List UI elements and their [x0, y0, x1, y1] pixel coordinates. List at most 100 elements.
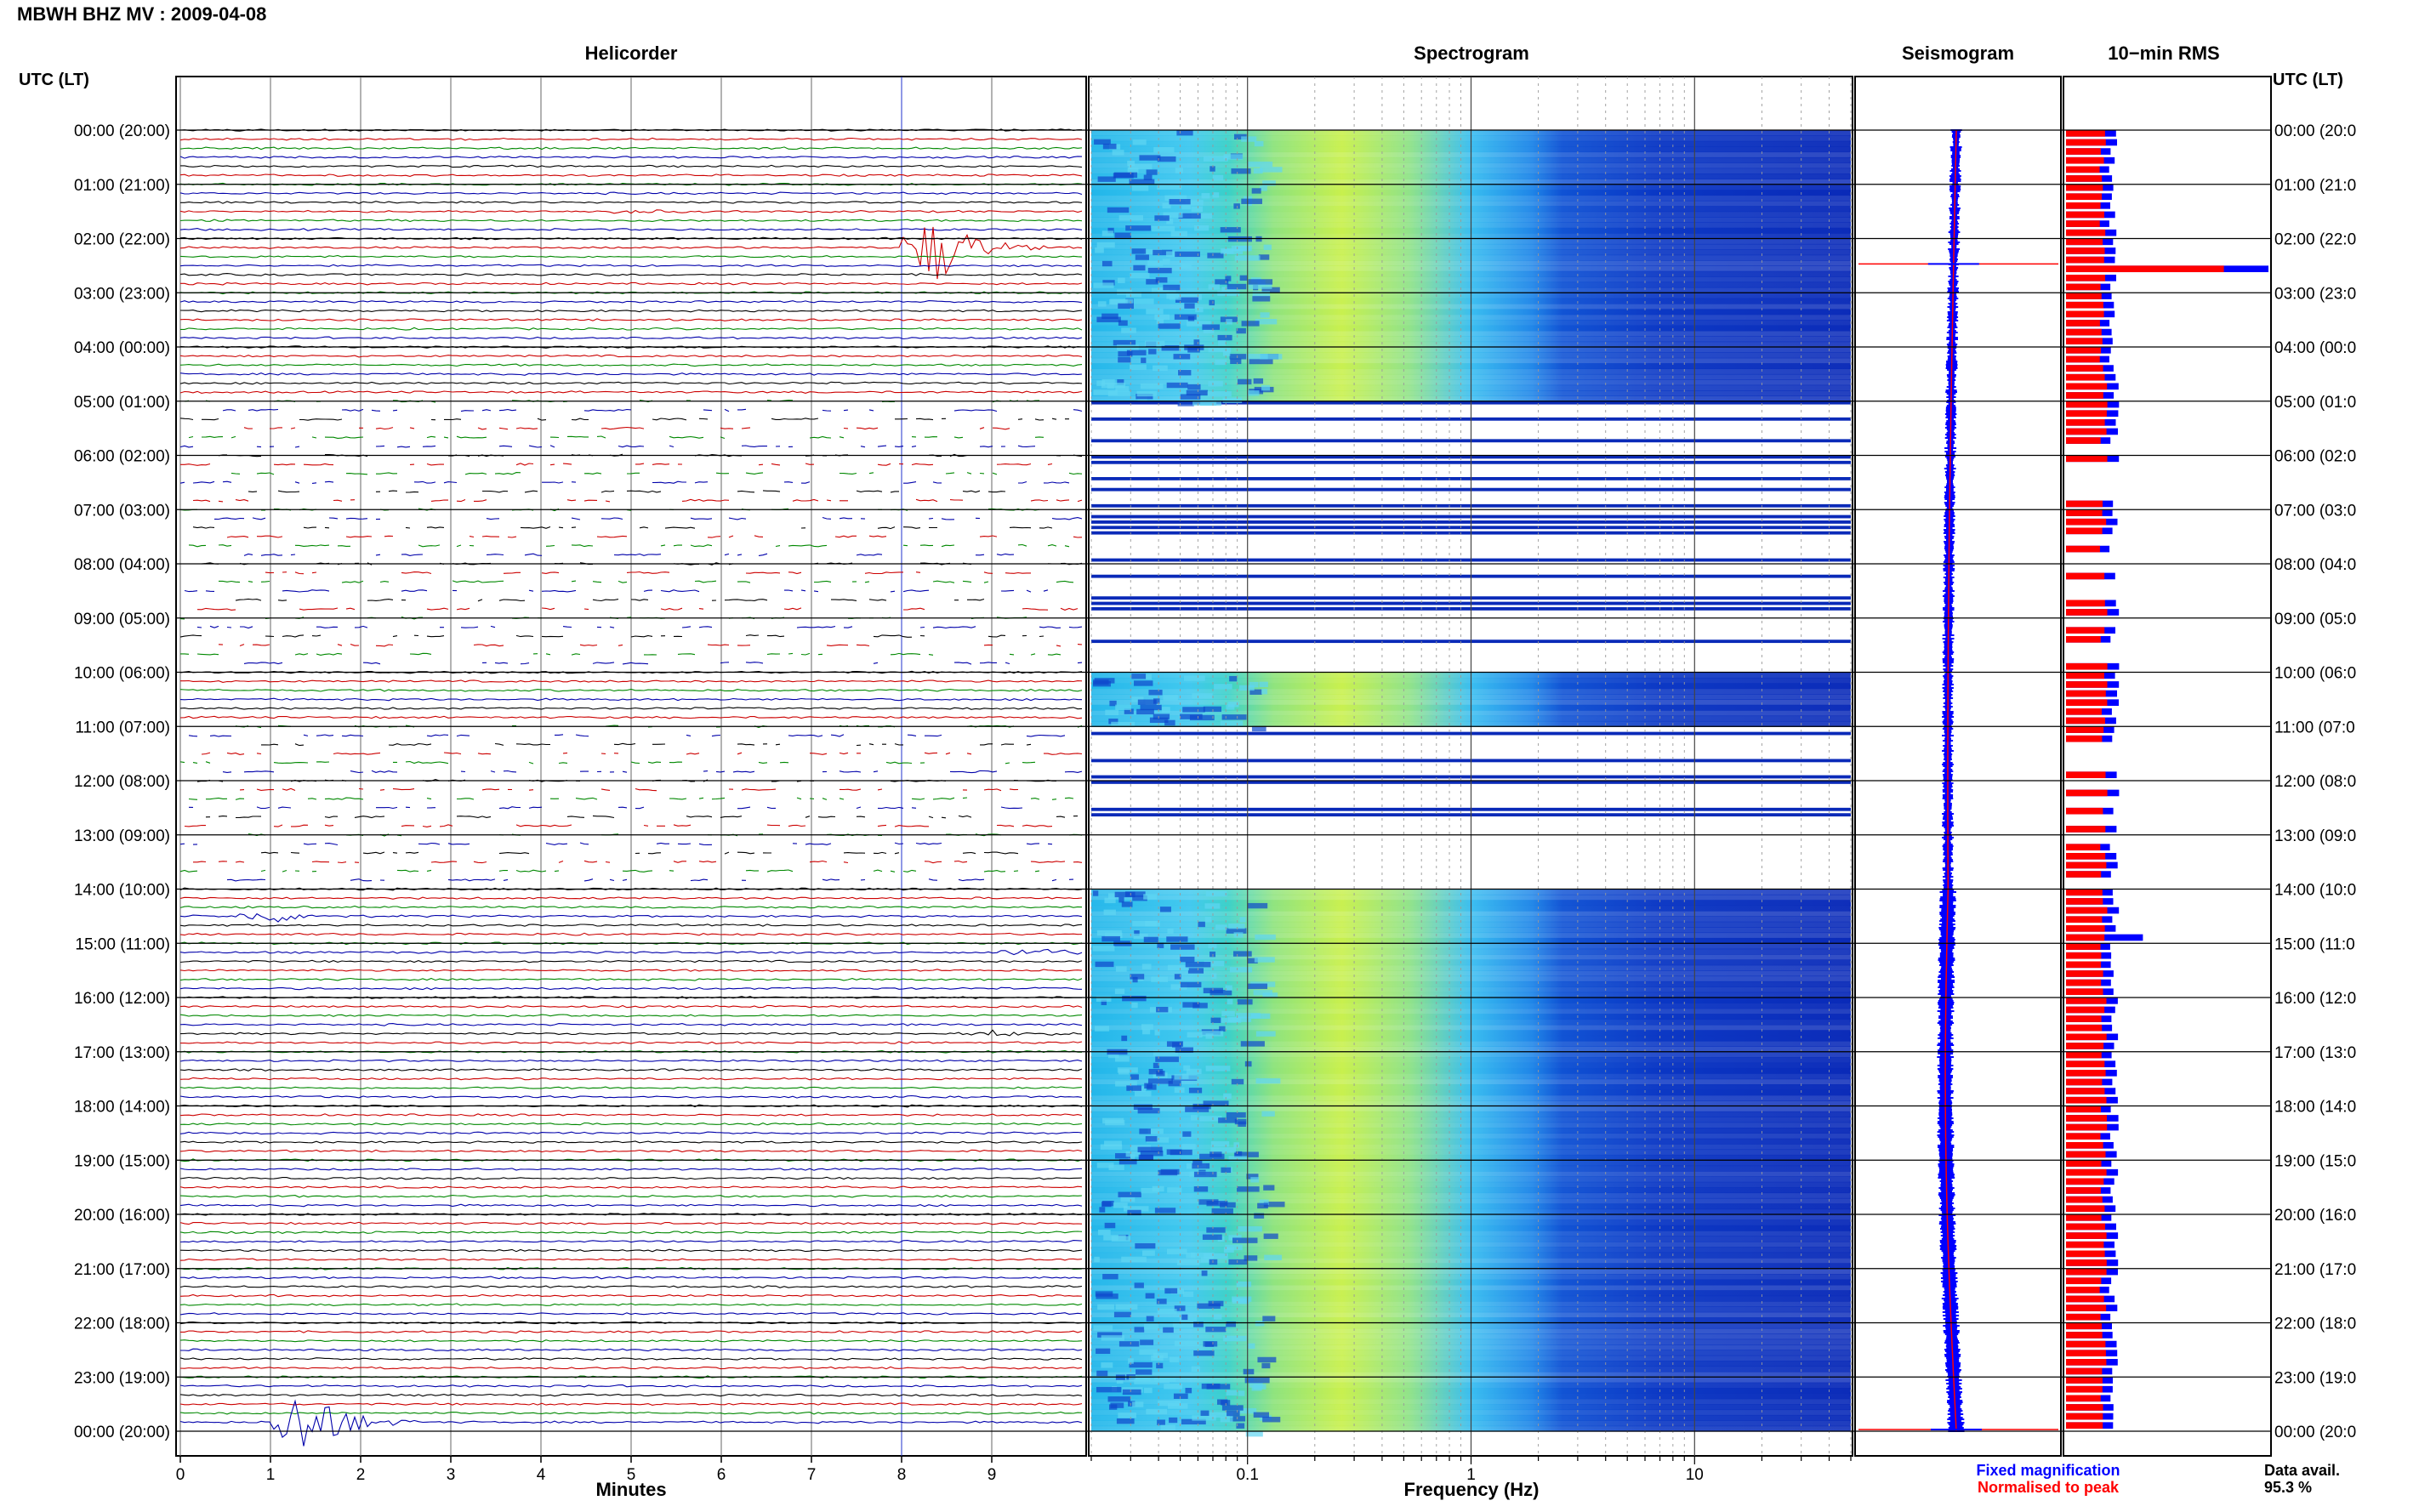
spectrogram-cell	[1203, 1100, 1229, 1106]
rms-bar-normalised	[2066, 627, 2105, 634]
spectrogram-cell	[1261, 1111, 1275, 1117]
spectrogram-cell	[1260, 312, 1270, 318]
helicorder-trace	[179, 1399, 1083, 1447]
helicorder-trace	[179, 1168, 1083, 1171]
helicorder-trace	[179, 715, 1083, 719]
helicorder-trace	[179, 1293, 1083, 1298]
spectrogram-cell	[1157, 184, 1182, 190]
spectrogram-cell	[1192, 1003, 1208, 1009]
helicorder-minute-label: 1	[266, 1466, 276, 1484]
utc-label-right: UTC (LT)	[2273, 71, 2343, 89]
spectrogram-cell	[1214, 684, 1232, 690]
helicorder-trace	[205, 815, 1079, 819]
time-label-left: 05:00 (01:00)	[74, 394, 170, 412]
helicorder-trace	[179, 226, 1083, 280]
helicorder-trace	[179, 309, 1083, 313]
spectrogram-cell	[1252, 296, 1271, 302]
helicorder-minute-label: 9	[988, 1466, 997, 1484]
spectrogram-cell	[1147, 1084, 1157, 1090]
rms-bar-normalised	[2066, 220, 2100, 227]
rms-bar-normalised	[2066, 545, 2100, 553]
spectrogram-cell	[1108, 719, 1118, 725]
helicorder-trace	[179, 924, 1083, 927]
spectrogram-cell	[1208, 284, 1221, 290]
spectrogram-cell	[1104, 1222, 1116, 1229]
time-label-right: 23:00 (19:0	[2274, 1369, 2356, 1387]
rms-bar-normalised	[2066, 699, 2108, 707]
spectrogram-cell	[1170, 230, 1187, 237]
spectrogram-cell	[1093, 681, 1111, 687]
spectrogram-cell	[1235, 1151, 1243, 1157]
spectrogram-cell	[1247, 958, 1258, 963]
rms-bar-normalised	[2066, 681, 2108, 688]
helicorder-trace	[179, 1131, 1083, 1135]
spectrogram-cell	[1236, 1281, 1252, 1287]
spectrogram-cell	[1118, 277, 1125, 283]
rms-bar-normalised	[2066, 970, 2103, 977]
spectrogram-cell	[1232, 951, 1252, 957]
spectrogram-cell	[1161, 345, 1180, 351]
spectrogram-cell	[1129, 1375, 1151, 1382]
spectrogram-cell	[1257, 1202, 1268, 1209]
spectrogram-cell	[1223, 1247, 1234, 1253]
rms-bar-normalised	[2066, 1070, 2106, 1077]
spectrogram-cell	[1114, 1153, 1131, 1159]
rms-bar-normalised	[2066, 1168, 2107, 1176]
helicorder-trace	[179, 363, 1083, 367]
spectrogram-cell	[1115, 386, 1130, 392]
spectrogram-cell	[1233, 1142, 1239, 1148]
rms-bar-normalised	[2066, 1051, 2102, 1059]
spectrogram-cell	[1166, 936, 1188, 942]
spectrogram-cell	[1170, 944, 1195, 950]
spectrogram-cell	[1125, 1151, 1140, 1157]
spectrogram-cell	[1249, 358, 1273, 365]
rms-bar-normalised	[2066, 726, 2104, 733]
spectrogram-cell	[1146, 1408, 1168, 1415]
spectrogram-cell	[1186, 1068, 1202, 1075]
spectrogram-cell	[1184, 675, 1205, 681]
spectrogram-freq-label: 10	[1686, 1466, 1704, 1484]
spectrogram-cell	[1192, 1162, 1210, 1169]
spectrogram-cell	[1205, 890, 1227, 897]
time-label-right: 00:00 (20:0	[2274, 122, 2356, 140]
spectrogram-cell	[1124, 1206, 1149, 1212]
spectrogram-cell	[1225, 985, 1232, 991]
spectrogram-cell	[1127, 1209, 1141, 1216]
spectrogram-cell	[1259, 1199, 1269, 1205]
rms-bar-normalised	[2066, 844, 2101, 851]
rms-bar-normalised	[2066, 419, 2105, 426]
spectrogram-cell	[1127, 161, 1136, 167]
rms-bar-normalised	[2066, 310, 2104, 318]
spectrogram-cell	[1243, 1368, 1255, 1375]
spectrogram-cell	[1233, 932, 1244, 938]
spectrogram-cell	[1181, 1267, 1200, 1274]
spectrogram-cell	[1096, 996, 1112, 1002]
time-label-left: 17:00 (13:00)	[74, 1044, 170, 1062]
spectrogram-cell	[1191, 206, 1204, 212]
spectrogram-cell	[1118, 303, 1135, 310]
rms-bar-normalised	[2066, 500, 2103, 508]
spectrogram-cell	[1187, 968, 1204, 974]
spectrogram-cell	[1217, 334, 1232, 341]
helicorder-trace	[188, 543, 1070, 548]
helicorder-trace	[179, 1122, 1083, 1126]
spectrogram-cell	[1136, 1369, 1153, 1375]
spectrogram-cell	[1102, 1117, 1124, 1124]
spectrogram-cell	[1181, 1418, 1206, 1425]
helicorder-trace	[196, 607, 1079, 611]
spectrogram-cell	[1157, 942, 1164, 948]
spectrogram-cell	[1174, 1074, 1198, 1080]
spectrogram-cell	[1128, 1401, 1136, 1407]
spectrogram-cell	[1220, 248, 1234, 254]
spectrogram-cell	[1151, 1355, 1164, 1361]
spectrogram-cell	[1252, 291, 1271, 297]
spectrogram-cell	[1258, 254, 1270, 260]
spectrogram-cell	[1153, 365, 1168, 372]
helicorder-trace	[180, 1276, 1083, 1280]
rms-bar-normalised	[2066, 338, 2103, 345]
spectrogram-cell	[1255, 1031, 1276, 1037]
spectrogram-cell	[1259, 681, 1268, 688]
spectrogram-cell	[1145, 340, 1165, 346]
spectrogram-cell	[1221, 1010, 1235, 1017]
helicorder-trace	[179, 418, 1069, 421]
